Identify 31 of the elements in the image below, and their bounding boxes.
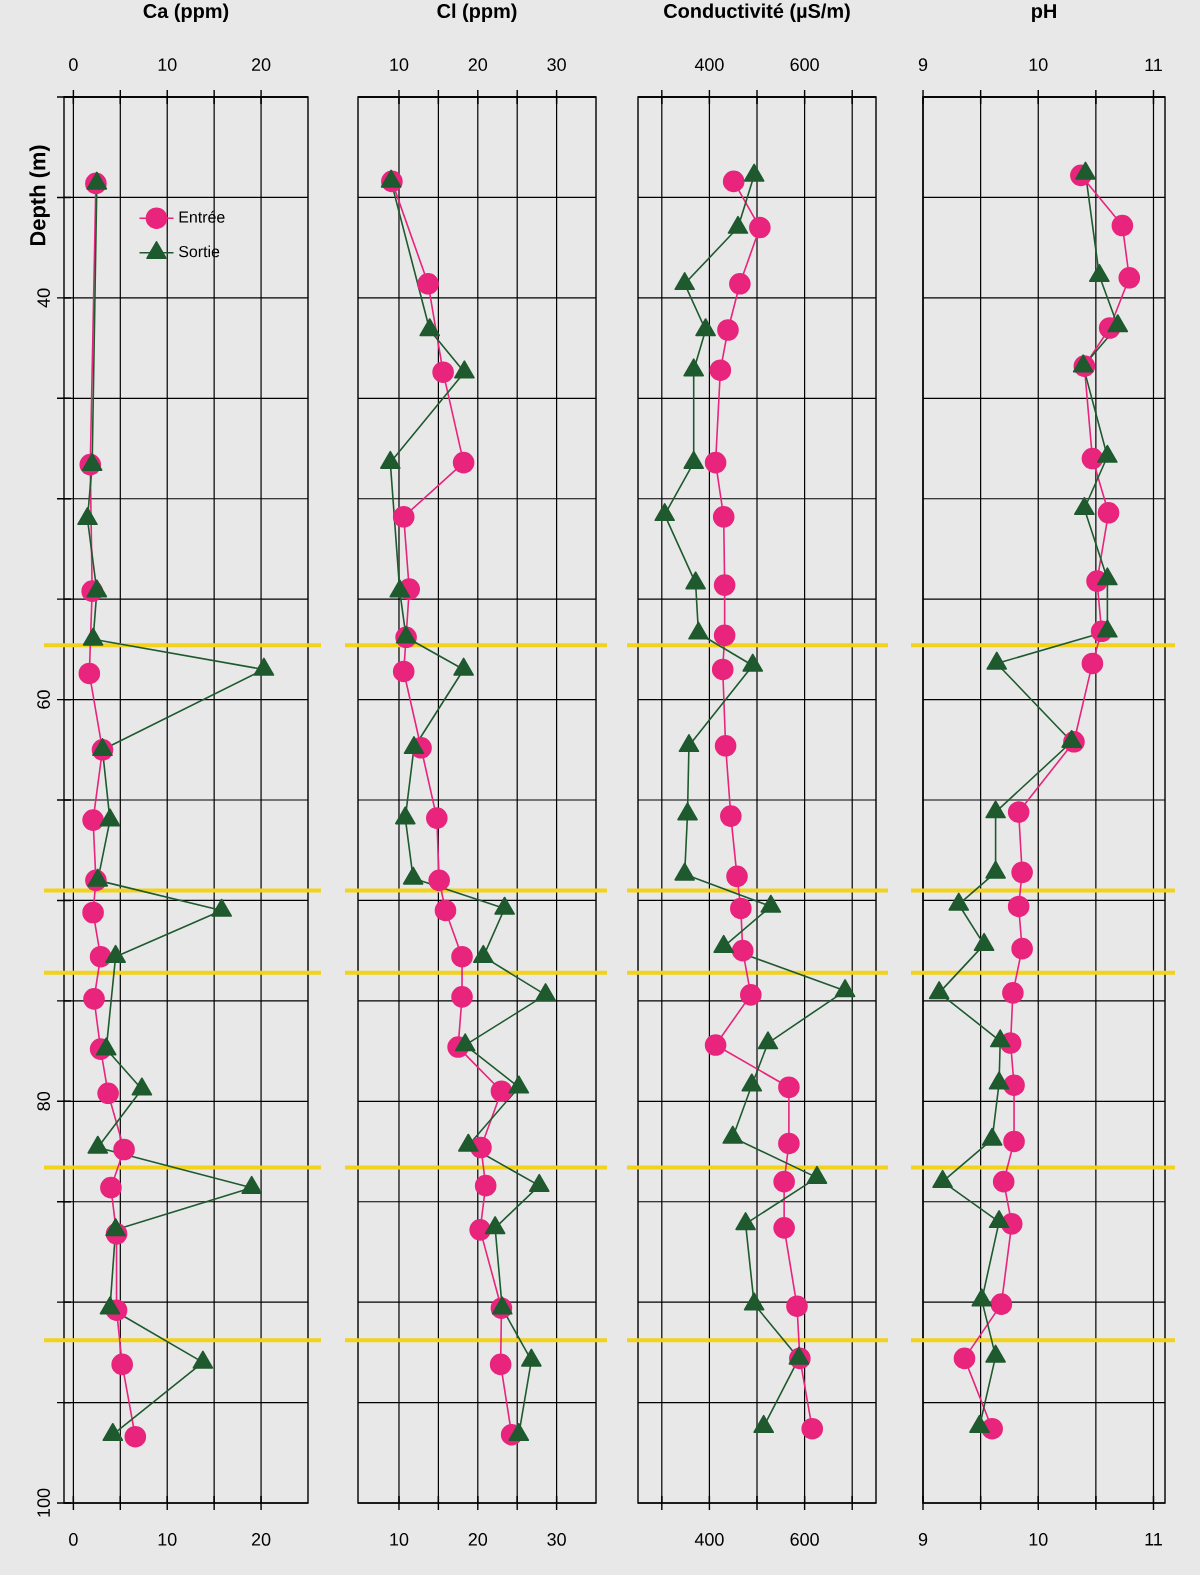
x-tick-label: 9 (918, 58, 928, 71)
x-tick-label: 10 (158, 58, 177, 71)
x2-tick-label: 10 (1029, 1533, 1048, 1546)
x2-tick-label: 9 (918, 1533, 928, 1546)
x2-tick-label: 20 (252, 1533, 271, 1546)
x-tick-label: 30 (547, 58, 566, 71)
x2-tick-label: 11 (1145, 1533, 1162, 1546)
y-tick-label: 40 (37, 288, 50, 308)
chart-title: Ca (ppm) (143, 3, 229, 23)
x2-tick-label: 600 (790, 1533, 819, 1546)
y-tick-label: 100 (37, 1488, 50, 1517)
x-tick-label: 10 (1029, 58, 1048, 71)
x-tick-label: 0 (69, 58, 78, 71)
y-axis-title: Depth (m) (29, 145, 50, 246)
x-tick-label: 600 (790, 58, 819, 71)
chart-title: Conductivité (µS/m) (664, 3, 850, 23)
x-tick-label: 400 (694, 58, 724, 71)
x-tick-label: 11 (1145, 58, 1162, 71)
x-tick-label: 10 (390, 58, 409, 71)
x-tick-label: 20 (252, 58, 271, 71)
x2-tick-label: 10 (390, 1533, 409, 1546)
y-tick-label: 60 (37, 690, 50, 709)
x2-tick-label: 10 (158, 1533, 177, 1546)
x-tick-label: 20 (468, 58, 488, 71)
y-tick-label: 80 (37, 1092, 50, 1111)
chart-title: Cl (ppm) (437, 3, 517, 23)
chart-title: pH (1032, 4, 1056, 23)
x2-tick-label: 0 (69, 1533, 78, 1546)
x2-tick-label: 30 (547, 1533, 566, 1546)
x2-tick-label: 400 (694, 1533, 724, 1546)
x2-tick-label: 20 (468, 1533, 488, 1546)
